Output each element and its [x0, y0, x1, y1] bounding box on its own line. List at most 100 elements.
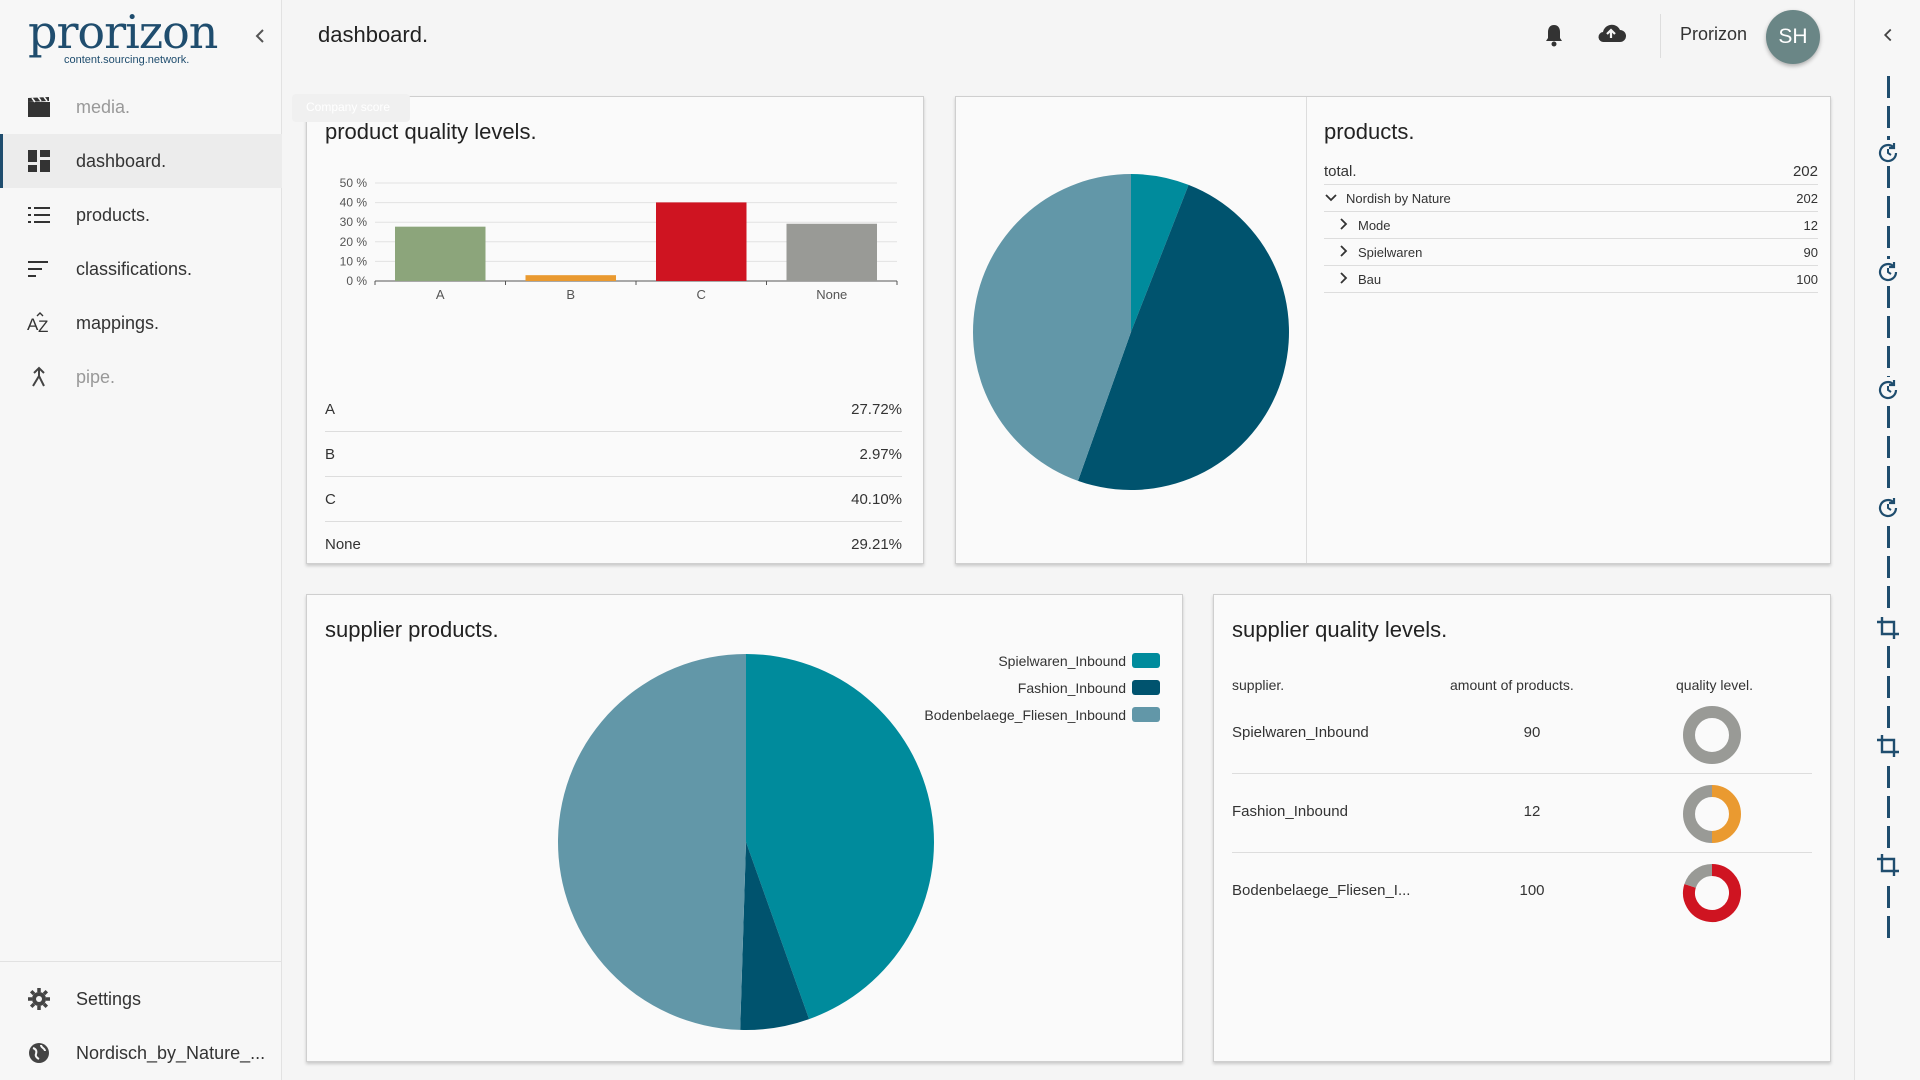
tree-value: 100	[1796, 271, 1818, 287]
supplier-name: Fashion_Inbound	[1232, 803, 1348, 820]
tree-value: 90	[1803, 244, 1818, 260]
tree-label: Spielwaren	[1358, 244, 1423, 260]
collapse-sidebar-button[interactable]	[248, 24, 272, 48]
product-amount: 100	[1519, 882, 1545, 899]
column-header-quality: quality level.	[1676, 677, 1754, 693]
bar[interactable]	[786, 223, 878, 281]
legend-item[interactable]: Fashion_Inbound	[924, 674, 1160, 701]
pie-slice[interactable]	[1077, 184, 1289, 490]
pie-slice[interactable]	[557, 654, 746, 1030]
products-total-row: total. 202	[1324, 159, 1818, 185]
card-divider	[1306, 97, 1307, 563]
cloud-upload-icon	[1598, 24, 1626, 43]
supplier-name: Spielwaren_Inbound	[1232, 724, 1369, 741]
tree-label: Bau	[1358, 271, 1382, 287]
quality-label: A	[325, 400, 336, 418]
crop-icon[interactable]	[1875, 615, 1901, 641]
quality-label: B	[325, 445, 336, 463]
user-name[interactable]: Prorizon	[1680, 24, 1748, 44]
tree-row-spielwaren[interactable]: Spielwaren 90	[1324, 239, 1818, 266]
history-icon[interactable]	[1875, 140, 1901, 166]
quality-value: 40.10%	[851, 490, 902, 508]
pie-slice[interactable]	[973, 174, 1131, 481]
legend-label: Bodenbelaege_Fliesen_Inbound	[924, 706, 1126, 723]
legend-item[interactable]: Spielwaren_Inbound	[924, 647, 1160, 674]
sidebar-item-label: Settings	[76, 988, 142, 1009]
quality-donut	[1683, 706, 1741, 764]
total-label: total.	[1324, 163, 1357, 180]
sidebar-item-account[interactable]: Nordisch_by_Nature_...	[0, 1026, 282, 1080]
y-tick-label: 0 %	[346, 274, 367, 288]
tooltip: Company score	[292, 94, 410, 122]
upload-button[interactable]	[1596, 22, 1626, 50]
sidebar-item-label: classifications.	[76, 258, 193, 279]
sidebar-nav: media. dashboard. products. classificati…	[0, 80, 282, 404]
notifications-button[interactable]	[1542, 22, 1570, 50]
avatar[interactable]: SH	[1766, 10, 1820, 64]
sidebar-item-dashboard[interactable]: dashboard.	[0, 134, 282, 188]
card-title: products.	[1324, 119, 1415, 144]
bar[interactable]	[656, 202, 747, 281]
quality-row: C 40.10%	[325, 477, 902, 522]
pie-slice[interactable]	[1131, 174, 1189, 332]
chevron-down-icon[interactable]	[1324, 191, 1338, 206]
sidebar-item-label: mappings.	[76, 312, 160, 333]
sidebar-item-products[interactable]: products.	[0, 188, 282, 242]
tree-row-bau[interactable]: Bau 100	[1324, 266, 1818, 293]
header-divider	[1660, 14, 1661, 58]
quality-row: A 27.72%	[325, 387, 902, 432]
legend-label: Fashion_Inbound	[1017, 679, 1126, 696]
crop-icon[interactable]	[1875, 852, 1901, 878]
pie-slice[interactable]	[746, 654, 934, 1020]
supplier-quality-card: supplier quality levels. supplier. amoun…	[1213, 594, 1831, 1062]
sidebar-item-classifications[interactable]: classifications.	[0, 242, 282, 296]
pie-slice[interactable]	[740, 842, 810, 1030]
chevron-left-icon	[255, 29, 264, 43]
top-header: dashboard. Prorizon SH	[282, 0, 1854, 72]
history-icon[interactable]	[1875, 377, 1901, 403]
y-tick-label: 10 %	[340, 254, 368, 268]
sidebar-item-media[interactable]: media.	[0, 80, 282, 134]
right-rail	[1854, 0, 1920, 1080]
history-icon[interactable]	[1875, 495, 1901, 521]
logo[interactable]: prorizon content.sourcing.network.	[28, 8, 218, 66]
quality-row: B 2.97%	[325, 432, 902, 477]
y-tick-label: 50 %	[340, 176, 368, 190]
legend-swatch	[1132, 653, 1160, 668]
supplier-products-card: supplier products. Spielwaren_Inbound Fa…	[306, 594, 1183, 1062]
bell-icon	[1546, 25, 1562, 47]
products-pie-chart	[973, 174, 1289, 490]
history-icon[interactable]	[1875, 259, 1901, 285]
chevron-left-icon	[1883, 28, 1892, 42]
tree-row-mode[interactable]: Mode 12	[1324, 212, 1818, 239]
tree-row-nordish[interactable]: Nordish by Nature 202	[1324, 185, 1818, 212]
x-tick-label: None	[816, 287, 847, 302]
total-value: 202	[1792, 163, 1818, 180]
legend-item[interactable]: Bodenbelaege_Fliesen_Inbound	[924, 701, 1160, 728]
tree-value: 12	[1803, 217, 1818, 233]
sidebar-item-pipe[interactable]: pipe.	[0, 350, 282, 404]
chevron-right-icon[interactable]	[1336, 271, 1350, 287]
sidebar-item-label: dashboard.	[76, 150, 167, 171]
chevron-right-icon[interactable]	[1336, 244, 1350, 260]
tree-value: 202	[1796, 190, 1818, 206]
bar[interactable]	[525, 275, 617, 281]
x-tick-label: C	[697, 287, 706, 302]
crop-icon[interactable]	[1875, 733, 1901, 759]
product-amount: 12	[1523, 803, 1541, 820]
chevron-right-icon[interactable]	[1336, 217, 1350, 233]
table-row: Fashion_Inbound 12	[1232, 774, 1812, 853]
sort-lines-icon	[26, 256, 52, 282]
supplier-products-pie-chart	[557, 654, 934, 1030]
list-icon	[26, 202, 52, 228]
sidebar-item-settings[interactable]: Settings	[0, 972, 282, 1026]
sidebar-item-label: pipe.	[76, 366, 116, 387]
dashboard-icon	[26, 148, 52, 174]
svg-text:Z: Z	[38, 317, 48, 334]
bar[interactable]	[395, 226, 486, 281]
expand-rail-button[interactable]	[1877, 24, 1899, 52]
donut-segment	[1711, 785, 1741, 843]
card-title: product quality levels.	[325, 119, 537, 144]
